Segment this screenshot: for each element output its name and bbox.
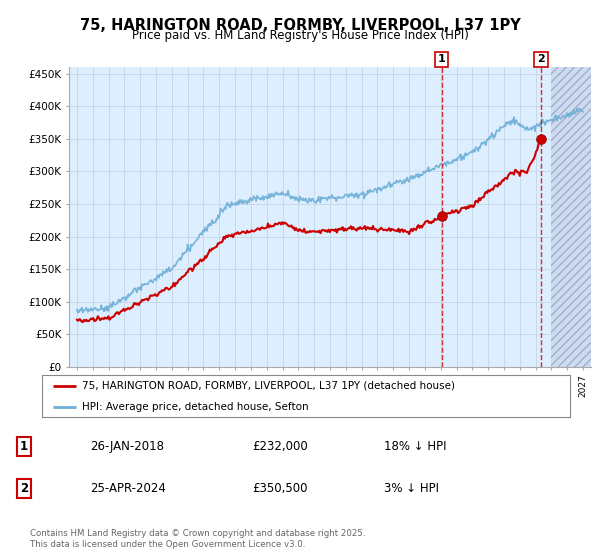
Text: 75, HARINGTON ROAD, FORMBY, LIVERPOOL, L37 1PY: 75, HARINGTON ROAD, FORMBY, LIVERPOOL, L…: [80, 18, 520, 33]
Text: 1: 1: [20, 440, 28, 453]
Text: £350,500: £350,500: [252, 482, 308, 495]
Text: 25-APR-2024: 25-APR-2024: [90, 482, 166, 495]
Text: 26-JAN-2018: 26-JAN-2018: [90, 440, 164, 453]
Text: 2: 2: [20, 482, 28, 495]
Text: 1: 1: [438, 54, 446, 64]
Text: 18% ↓ HPI: 18% ↓ HPI: [384, 440, 446, 453]
Text: HPI: Average price, detached house, Sefton: HPI: Average price, detached house, Seft…: [82, 402, 308, 412]
Bar: [551, 67, 591, 367]
Text: Contains HM Land Registry data © Crown copyright and database right 2025.
This d: Contains HM Land Registry data © Crown c…: [30, 529, 365, 549]
Text: £232,000: £232,000: [252, 440, 308, 453]
Text: 3% ↓ HPI: 3% ↓ HPI: [384, 482, 439, 495]
Text: 75, HARINGTON ROAD, FORMBY, LIVERPOOL, L37 1PY (detached house): 75, HARINGTON ROAD, FORMBY, LIVERPOOL, L…: [82, 381, 455, 391]
Text: 2: 2: [537, 54, 545, 64]
Text: Price paid vs. HM Land Registry's House Price Index (HPI): Price paid vs. HM Land Registry's House …: [131, 29, 469, 42]
